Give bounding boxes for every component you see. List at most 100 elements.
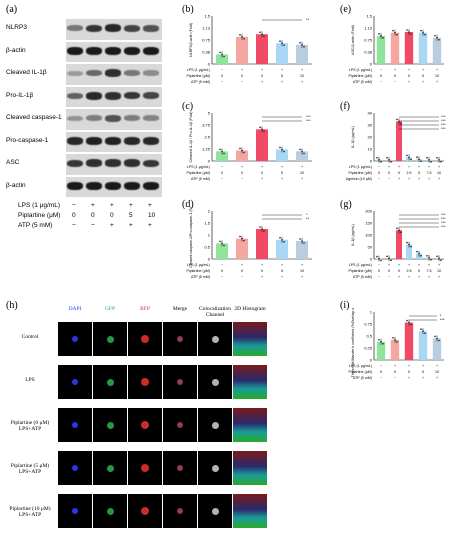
condition-value: + [436, 68, 438, 72]
wb-band [143, 46, 159, 55]
condition-value: + [281, 165, 283, 169]
data-point [436, 337, 438, 340]
wb-band [67, 115, 83, 121]
condition-value: + [418, 263, 420, 267]
data-point [376, 157, 378, 159]
data-point [438, 257, 440, 260]
data-point [382, 342, 384, 345]
panel-a-label: (a) [6, 4, 18, 15]
wb-band [124, 46, 140, 55]
wb-condition-value: − [72, 222, 76, 229]
significance-label: *** [441, 114, 446, 119]
wb-condition-value: 0 [72, 212, 76, 219]
data-point [301, 44, 303, 46]
condition-value: + [436, 376, 438, 380]
data-point [388, 257, 390, 260]
micro-cell [198, 494, 232, 528]
condition-value: − [241, 177, 243, 181]
wb-band [143, 115, 159, 122]
channel-header: 2D Histogram [234, 306, 266, 312]
condition-value: + [301, 177, 303, 181]
wb-band [105, 46, 121, 55]
wb-condition-value: 0 [91, 212, 95, 219]
micro-cell [163, 322, 197, 356]
axis-lines [373, 113, 444, 162]
condition-value: + [394, 68, 396, 72]
condition-value: + [408, 177, 410, 181]
micro-cell [128, 365, 162, 399]
panel-e-label: (e) [340, 4, 352, 15]
y-tick-label: 200 [365, 209, 372, 214]
data-point [380, 35, 382, 37]
bar [256, 34, 268, 64]
data-point [390, 161, 392, 163]
y-tick-label: 0.75 [202, 38, 211, 43]
y-tick-label: 100 [365, 233, 372, 238]
significance-label: *** [306, 118, 311, 123]
cell-blob [141, 335, 149, 343]
y-axis-label: IL-1β (pg/mL) [351, 126, 355, 148]
wb-band [86, 115, 102, 122]
channel-header: Colocalization Channel [198, 306, 232, 318]
data-point [430, 161, 432, 163]
micro-cell [198, 365, 232, 399]
bar [256, 229, 268, 259]
cell-blob [211, 421, 219, 429]
data-point [301, 240, 303, 242]
condition-value: 0 [261, 171, 263, 175]
wb-condition-label: Piplartine (μM) [18, 212, 61, 219]
data-point [438, 38, 440, 41]
condition-value: + [422, 80, 424, 84]
y-tick-label: 5 [208, 111, 211, 116]
cell-blob [106, 421, 114, 429]
data-point [239, 147, 241, 150]
data-point [390, 259, 392, 262]
significance-label: *** [306, 114, 311, 119]
data-point [428, 257, 430, 259]
data-point [279, 146, 281, 149]
y-axis-label: Cleaved IL-1β / Pro-IL-1β (Fold) [189, 112, 193, 163]
condition-value: − [378, 275, 380, 279]
wb-band [67, 136, 83, 145]
data-point [219, 240, 221, 243]
condition-value: + [281, 80, 283, 84]
wb-band [143, 159, 159, 167]
bar [236, 238, 248, 259]
condition-value: 5 [422, 370, 424, 374]
data-point [243, 239, 245, 242]
significance-label: ** [306, 17, 310, 22]
micro-cell [128, 494, 162, 528]
wb-band [105, 159, 121, 168]
y-tick-label: 0 [370, 62, 373, 67]
condition-value: 0 [241, 74, 243, 78]
y-axis-label: ASC/β-actin (Fold) [351, 25, 355, 55]
y-tick-label: 0.38 [202, 50, 211, 55]
condition-label: LPS (1 μg/mL) [187, 165, 210, 169]
y-tick-label: 0.5 [204, 245, 210, 250]
wb-condition-value: + [110, 222, 114, 229]
bar-chart-g: IL-1β (pg/mL)050100150200************LPS… [349, 209, 447, 280]
condition-value: + [241, 165, 243, 169]
wb-condition-value: 10 [148, 212, 156, 219]
condition-value: + [408, 80, 410, 84]
bar [432, 338, 442, 360]
data-point [408, 321, 410, 324]
y-tick-label: 1.5 [204, 221, 210, 226]
condition-value: 0 [408, 370, 410, 374]
data-point [241, 36, 243, 38]
condition-label: ATP (5 mM) [353, 275, 372, 279]
wb-condition-value: + [148, 222, 152, 229]
condition-value: 7.5 [427, 171, 432, 175]
y-tick-label: 0 [370, 257, 373, 262]
condition-value: − [388, 177, 390, 181]
condition-value: + [408, 68, 410, 72]
condition-value: − [241, 275, 243, 279]
cell-blob [211, 335, 219, 343]
condition-value: + [422, 364, 424, 368]
condition-value: 2.5 [407, 269, 412, 273]
condition-value: + [398, 165, 400, 169]
condition-label: ATP (5 mM) [353, 80, 372, 84]
bar [404, 32, 414, 64]
condition-value: 5 [281, 74, 283, 78]
